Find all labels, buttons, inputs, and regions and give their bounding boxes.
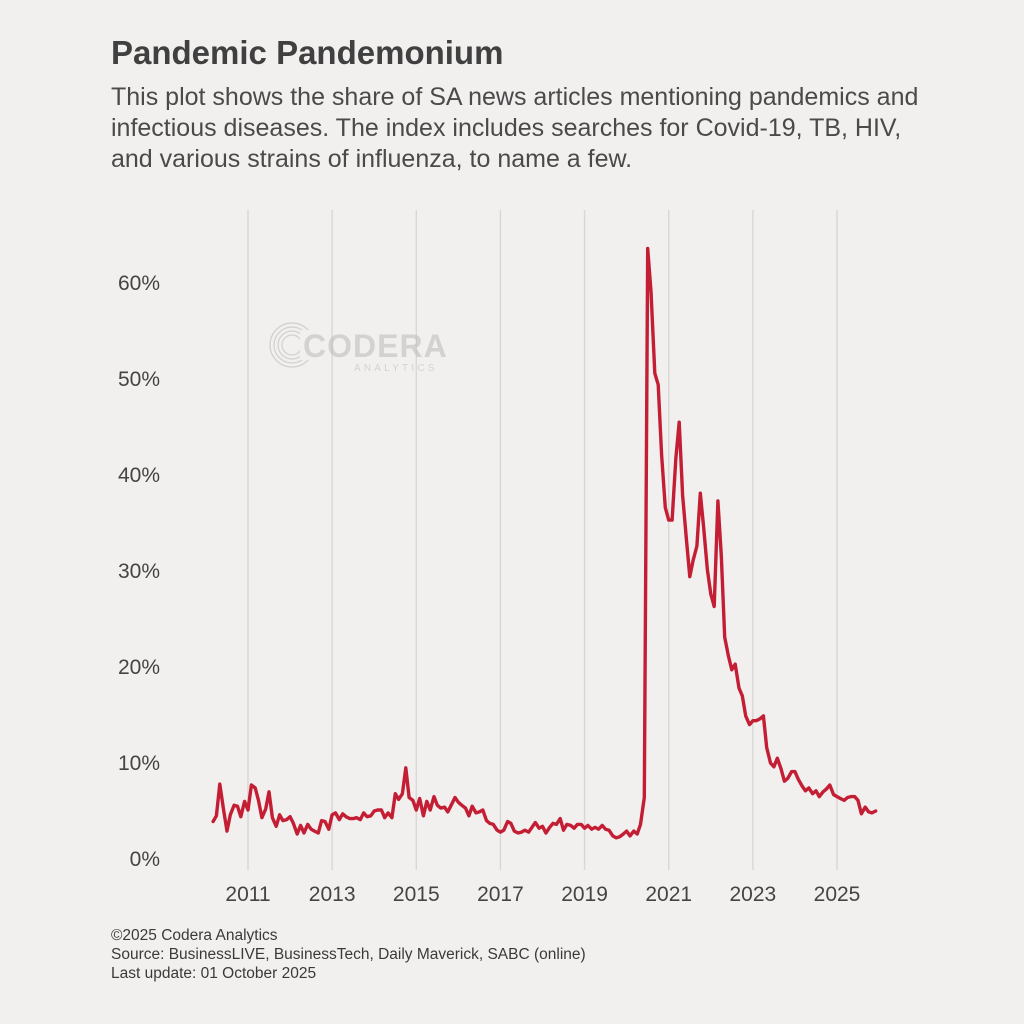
watermark-brand: CODERA [303, 328, 448, 364]
y-tick-label: 60% [118, 272, 160, 295]
series-line-0 [211, 246, 878, 840]
y-tick-label: 0% [130, 848, 160, 871]
footer-updated: Last update: 01 October 2025 [111, 965, 317, 982]
y-tick-label: 40% [118, 464, 160, 487]
codera-watermark-logo: CODERA ANALYTICS [269, 322, 448, 374]
x-tick-label: 2019 [561, 883, 608, 906]
series-layer [211, 246, 878, 840]
x-tick-label: 2015 [393, 883, 440, 906]
x-axis-tick-labels: 2011 2013 2015 2017 2019 2021 2023 2025 [225, 883, 860, 906]
chart-subtitle: This plot shows the share of SA news art… [111, 83, 919, 173]
codera-swirl-icon [269, 322, 320, 368]
x-tick-label: 2011 [225, 883, 270, 906]
y-tick-label: 20% [118, 656, 160, 679]
gridlines [247, 210, 838, 870]
watermark-tagline: ANALYTICS [354, 363, 438, 374]
chart-footer: ©2025 Codera Analytics Source: BusinessL… [111, 926, 586, 983]
y-tick-label: 50% [118, 368, 160, 391]
x-tick-label: 2013 [309, 883, 356, 906]
x-tick-label: 2023 [729, 883, 776, 906]
x-tick-label: 2021 [645, 883, 692, 906]
chart-title: Pandemic Pandemonium [111, 34, 504, 71]
x-tick-label: 2017 [477, 883, 524, 906]
footer-copyright: ©2025 Codera Analytics [111, 927, 278, 944]
y-tick-label: 10% [118, 752, 160, 775]
x-tick-label: 2025 [814, 883, 861, 906]
y-tick-label: 30% [118, 560, 160, 583]
y-axis-tick-labels: 0% 10% 20% 30% 40% 50% 60% [118, 272, 160, 871]
footer-source: Source: BusinessLIVE, BusinessTech, Dail… [111, 946, 586, 963]
